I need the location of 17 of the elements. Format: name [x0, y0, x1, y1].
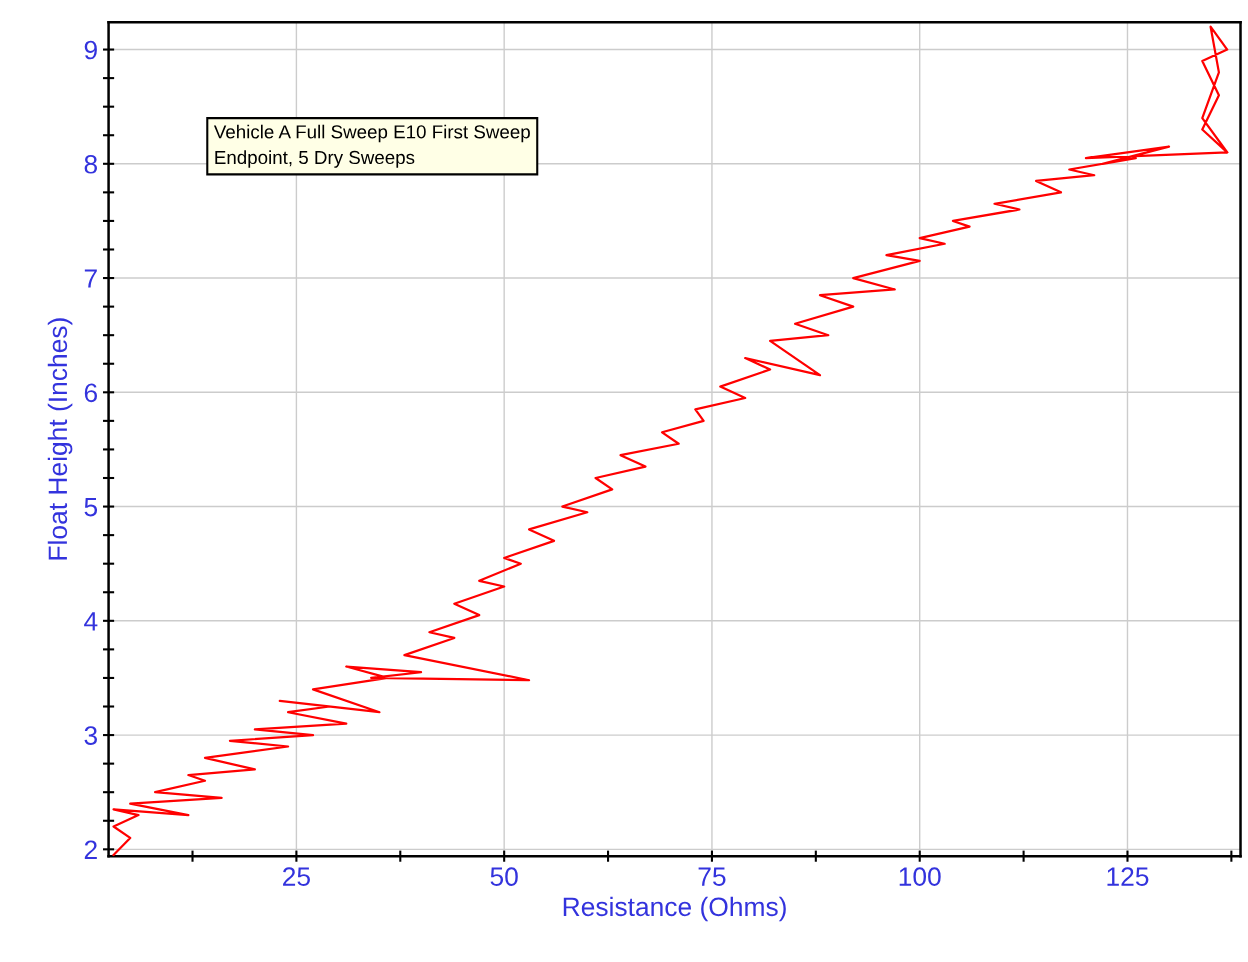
x-tick-label: 50	[490, 867, 518, 886]
y-axis-title: Float Height (Inches)	[47, 318, 73, 560]
x-tick-label: 100	[899, 867, 941, 886]
y-tick-label: 8	[84, 154, 98, 174]
y-tick-label: 9	[84, 40, 97, 60]
y-tick-label: 2	[84, 840, 97, 859]
x-tick-label: 125	[1107, 867, 1149, 886]
y-tick-label: 4	[84, 612, 98, 631]
y-tick-label: 6	[84, 383, 97, 403]
line-series	[112, 25, 1229, 857]
x-axis-title: Resistance (Ohms)	[563, 896, 786, 922]
annotation: Vehicle A Full Sweep E10 First Sweep Endpoint, 5 Dry Sweeps	[213, 124, 530, 168]
x-tick-label: 25	[283, 867, 310, 886]
x-tick-label: 75	[698, 867, 726, 886]
y-tick-label: 3	[84, 726, 97, 745]
y-tick-label: 7	[84, 269, 97, 288]
y-tick-label: 5	[84, 497, 98, 517]
